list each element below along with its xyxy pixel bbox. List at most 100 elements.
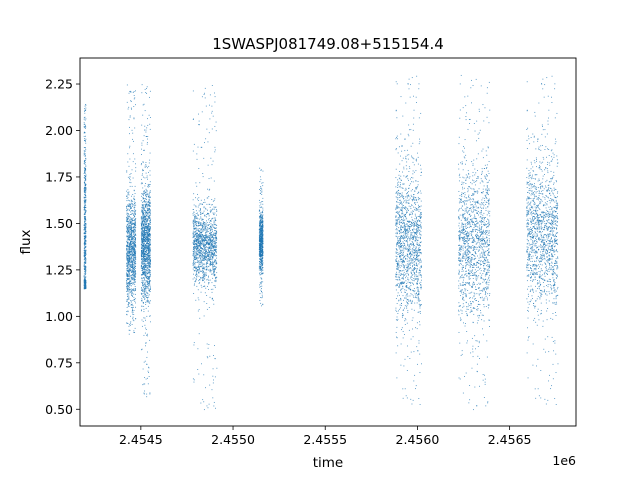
data-point bbox=[204, 252, 206, 254]
data-point bbox=[146, 211, 148, 213]
data-point bbox=[213, 239, 215, 241]
data-point bbox=[128, 256, 130, 258]
data-point bbox=[129, 243, 131, 245]
data-point bbox=[213, 214, 215, 216]
data-point bbox=[130, 231, 132, 233]
data-point bbox=[203, 401, 205, 403]
data-point bbox=[129, 276, 131, 277]
data-point bbox=[127, 282, 129, 284]
data-point bbox=[205, 240, 207, 241]
data-point bbox=[134, 248, 136, 250]
data-point bbox=[141, 183, 143, 185]
data-point bbox=[260, 234, 262, 236]
data-point bbox=[207, 247, 209, 248]
data-point bbox=[195, 257, 197, 259]
data-point bbox=[194, 270, 196, 272]
data-point bbox=[194, 216, 196, 217]
data-point bbox=[211, 244, 213, 245]
data-point bbox=[262, 243, 264, 245]
data-point bbox=[203, 264, 205, 266]
data-point bbox=[128, 286, 130, 288]
data-point bbox=[207, 240, 209, 242]
data-point bbox=[132, 223, 134, 224]
data-point bbox=[129, 235, 131, 237]
data-point bbox=[130, 231, 132, 233]
data-point bbox=[212, 288, 214, 290]
data-point bbox=[148, 114, 150, 116]
data-point bbox=[128, 191, 130, 193]
data-point bbox=[210, 211, 212, 212]
data-point bbox=[148, 228, 150, 230]
data-point bbox=[84, 198, 86, 200]
data-point bbox=[204, 226, 206, 228]
data-point bbox=[143, 224, 145, 226]
data-point bbox=[198, 241, 200, 243]
data-point bbox=[208, 224, 209, 226]
data-point bbox=[147, 264, 149, 266]
data-point bbox=[198, 261, 200, 263]
data-point bbox=[204, 222, 206, 224]
data-point bbox=[202, 225, 204, 226]
data-point bbox=[132, 231, 134, 232]
data-point bbox=[142, 187, 144, 189]
data-point bbox=[128, 269, 130, 271]
data-point bbox=[196, 234, 198, 236]
data-point bbox=[130, 279, 132, 281]
data-point bbox=[210, 211, 212, 213]
data-point bbox=[129, 268, 131, 270]
data-point bbox=[129, 271, 130, 273]
data-point bbox=[213, 249, 215, 250]
data-point bbox=[204, 245, 205, 247]
data-point bbox=[134, 227, 136, 229]
data-point bbox=[135, 246, 137, 248]
data-point bbox=[134, 270, 136, 272]
data-point bbox=[141, 84, 143, 86]
data-point bbox=[214, 259, 216, 261]
data-point bbox=[147, 216, 149, 218]
data-point bbox=[84, 248, 86, 250]
data-point bbox=[199, 182, 201, 184]
data-point bbox=[142, 274, 144, 276]
data-point bbox=[146, 87, 147, 89]
data-point bbox=[130, 249, 132, 251]
data-point bbox=[205, 248, 206, 250]
data-point bbox=[215, 407, 216, 409]
data-point bbox=[128, 236, 130, 238]
data-point bbox=[147, 208, 149, 210]
data-point bbox=[85, 287, 87, 289]
data-point bbox=[146, 396, 148, 398]
data-point bbox=[212, 234, 214, 236]
data-point bbox=[140, 216, 142, 218]
data-point bbox=[147, 228, 149, 230]
data-point bbox=[197, 236, 199, 238]
data-point bbox=[193, 260, 195, 262]
data-point bbox=[197, 250, 199, 252]
data-point bbox=[131, 221, 133, 223]
data-point bbox=[201, 236, 203, 238]
data-point bbox=[84, 224, 86, 226]
data-point bbox=[84, 141, 86, 143]
data-point bbox=[148, 235, 150, 237]
data-point bbox=[195, 206, 197, 208]
data-point bbox=[199, 251, 201, 253]
data-point bbox=[148, 248, 150, 249]
data-point bbox=[133, 251, 135, 253]
data-point bbox=[208, 344, 210, 345]
data-point bbox=[85, 261, 86, 263]
data-point bbox=[129, 220, 131, 222]
data-point bbox=[84, 221, 86, 223]
data-point bbox=[194, 267, 195, 268]
data-point bbox=[127, 266, 128, 268]
data-point bbox=[142, 255, 144, 257]
data-point bbox=[195, 210, 197, 212]
data-point bbox=[201, 255, 203, 257]
data-point bbox=[131, 311, 133, 313]
data-point bbox=[150, 270, 151, 272]
data-point bbox=[194, 243, 196, 245]
data-point bbox=[194, 245, 196, 247]
data-point bbox=[83, 267, 85, 269]
data-point bbox=[142, 236, 144, 238]
data-point bbox=[201, 250, 203, 252]
data-point bbox=[130, 253, 132, 255]
data-point bbox=[148, 285, 150, 287]
